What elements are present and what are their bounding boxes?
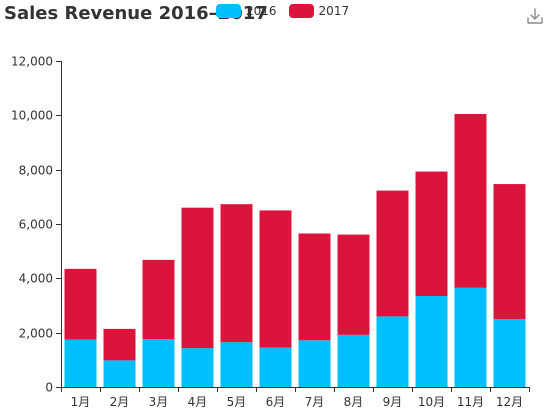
bar-2016-10 bbox=[415, 295, 448, 387]
x-tick-label: 5月 bbox=[227, 395, 247, 409]
x-tick-label: 9月 bbox=[383, 395, 403, 409]
y-tick-label: 8,000 bbox=[19, 164, 53, 178]
x-tick-label: 11月 bbox=[457, 395, 484, 409]
y-tick-label: 2,000 bbox=[19, 327, 53, 341]
bar-2017-4 bbox=[181, 207, 214, 349]
bar-2016-6 bbox=[259, 347, 292, 387]
bar-2016-5 bbox=[220, 342, 253, 387]
x-tick-label: 7月 bbox=[305, 395, 325, 409]
x-tick-label: 6月 bbox=[266, 395, 286, 409]
bar-2017-6 bbox=[259, 210, 292, 348]
legend-swatch-2016 bbox=[216, 4, 241, 18]
x-tick-label: 2月 bbox=[110, 395, 130, 409]
legend: 2016 2017 bbox=[216, 4, 361, 18]
y-tick-label: 0 bbox=[45, 381, 53, 395]
bar-2016-9 bbox=[376, 316, 409, 387]
y-tick-label: 12,000 bbox=[11, 55, 53, 69]
bar-2017-11 bbox=[454, 113, 487, 288]
bar-2017-5 bbox=[220, 204, 253, 343]
x-tick-label: 10月 bbox=[418, 395, 445, 409]
bar-2016-2 bbox=[103, 360, 136, 387]
x-tick-label: 1月 bbox=[71, 395, 91, 409]
legend-label-2016: 2016 bbox=[246, 4, 277, 18]
legend-label-2017: 2017 bbox=[318, 4, 350, 18]
x-tick-label: 12月 bbox=[496, 395, 523, 409]
legend-item-2016[interactable]: 2016 bbox=[216, 4, 277, 18]
y-tick-label: 10,000 bbox=[11, 109, 53, 123]
y-tick-label: 6,000 bbox=[19, 218, 53, 232]
bar-2017-2 bbox=[103, 328, 136, 361]
x-tick-label: 3月 bbox=[149, 395, 169, 409]
bar-2016-4 bbox=[181, 348, 214, 387]
bar-2016-8 bbox=[337, 334, 370, 387]
bar-2017-9 bbox=[376, 190, 409, 317]
bar-2016-12 bbox=[493, 319, 526, 387]
bar-2016-7 bbox=[298, 340, 331, 387]
bar-2016-1 bbox=[64, 339, 97, 387]
bar-2016-11 bbox=[454, 287, 487, 387]
bar-2016-3 bbox=[142, 339, 175, 387]
y-tick-label: 4,000 bbox=[19, 272, 53, 286]
chart-title: Sales Revenue 2016–2017 bbox=[4, 3, 268, 24]
bar-2017-12 bbox=[493, 184, 526, 320]
bar-2017-7 bbox=[298, 233, 331, 341]
bar-2017-3 bbox=[142, 259, 175, 340]
x-tick-label: 8月 bbox=[344, 395, 364, 409]
download-icon[interactable] bbox=[526, 7, 544, 25]
bar-2017-10 bbox=[415, 171, 448, 296]
x-tick-label: 4月 bbox=[188, 395, 208, 409]
bar-2017-8 bbox=[337, 234, 370, 335]
legend-item-2017[interactable]: 2017 bbox=[288, 4, 350, 18]
legend-swatch-2017 bbox=[288, 4, 314, 18]
bar-2017-1 bbox=[64, 268, 97, 340]
